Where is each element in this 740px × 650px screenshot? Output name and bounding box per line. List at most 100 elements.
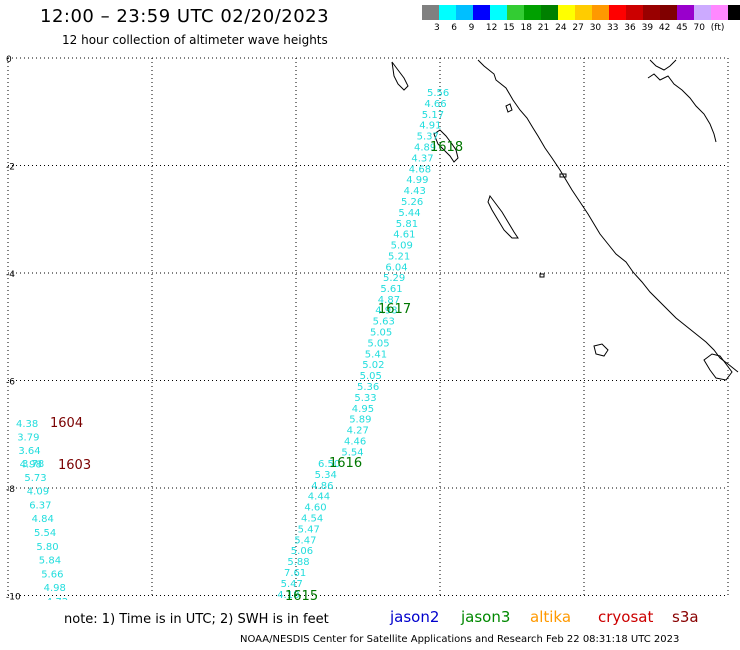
lat-tick-label: -6 bbox=[6, 378, 15, 388]
satellite-name: altika bbox=[530, 608, 572, 626]
swh-value: 5.81 bbox=[396, 219, 418, 230]
swh-value: 4.37 bbox=[411, 153, 433, 164]
legend-swatch bbox=[490, 5, 507, 20]
swh-value: 4.99 bbox=[406, 175, 428, 186]
swh-value: 5.73 bbox=[24, 473, 46, 484]
grid-lines bbox=[7, 57, 729, 596]
satellite-name: s3a bbox=[672, 608, 699, 626]
legend-swatch bbox=[694, 5, 711, 20]
legend-swatch bbox=[507, 5, 524, 20]
swh-value: 4.86 bbox=[311, 481, 333, 492]
swh-value: 4.09 bbox=[27, 487, 49, 498]
swh-value: 4.18 bbox=[277, 590, 299, 600]
swh-value: 5.89 bbox=[349, 415, 371, 426]
legend-swatch bbox=[728, 5, 740, 20]
swh-value: 5.34 bbox=[315, 470, 337, 481]
swh-value: 5.06 bbox=[291, 546, 313, 557]
page-subtitle: 12 hour collection of altimeter wave hei… bbox=[62, 33, 328, 47]
pass-id-label: 1604 bbox=[50, 416, 83, 431]
legend-swatch bbox=[677, 5, 694, 20]
swh-value: 4.60 bbox=[304, 503, 326, 514]
swh-value: 4.84 bbox=[32, 514, 54, 525]
legend-label: 6 bbox=[451, 23, 458, 33]
swh-value: 4.89 bbox=[414, 143, 436, 154]
enggano-island bbox=[593, 343, 609, 357]
satellite-name: jason2 bbox=[390, 608, 440, 626]
swh-value: 6.50 bbox=[318, 459, 340, 470]
swh-value: 4.46 bbox=[344, 437, 366, 448]
swh-value: 5.88 bbox=[287, 557, 309, 568]
swh-value: 4.61 bbox=[393, 230, 415, 241]
swh-value: 5.66 bbox=[41, 569, 63, 580]
siberut-island bbox=[433, 129, 459, 163]
legend-label: 24 bbox=[555, 23, 567, 33]
swh-value: 5.61 bbox=[380, 284, 402, 295]
lat-tick-label: -2 bbox=[6, 163, 15, 173]
swh-value: 5.02 bbox=[362, 360, 384, 371]
swh-value: 4.68 bbox=[409, 164, 431, 175]
swh-value: 4.27 bbox=[347, 426, 369, 437]
pass-id-label: 1618 bbox=[430, 140, 463, 155]
malaysia-coast bbox=[647, 73, 717, 143]
swh-value: 5.47 bbox=[294, 535, 316, 546]
swh-value: 5.21 bbox=[388, 252, 410, 263]
swh-value: 4.98 bbox=[375, 306, 397, 317]
islet-2 bbox=[539, 273, 545, 278]
legend-swatch bbox=[592, 5, 609, 20]
swh-value: 5.17 bbox=[422, 110, 444, 121]
legend-swatch bbox=[575, 5, 592, 20]
swh-value: 4.66 bbox=[424, 99, 446, 110]
swh-value: 5.36 bbox=[357, 382, 379, 393]
swh-value: 3.79 bbox=[17, 433, 39, 444]
lat-tick-label: 0 bbox=[6, 55, 12, 65]
legend-swatch bbox=[439, 5, 456, 20]
legend-swatch bbox=[524, 5, 541, 20]
swh-value: 6.37 bbox=[29, 500, 51, 511]
java-west-coast bbox=[703, 353, 733, 381]
legend-label: 18 bbox=[520, 23, 532, 33]
swh-value: 6.04 bbox=[385, 262, 407, 273]
swh-value: 5.05 bbox=[360, 371, 382, 382]
wave-height-map: 0-2-4-6-8-1090939699102105 5.564.665.174… bbox=[6, 55, 739, 600]
swh-value: 4.95 bbox=[352, 404, 374, 415]
legend-label: 39 bbox=[641, 23, 654, 33]
peninsula-tip bbox=[649, 59, 677, 71]
swh-value: 4.44 bbox=[308, 492, 330, 503]
legend-labels: 3 6 9 12 15 18 21 24 27 30 33 36 39 42 45 70 (ft) bbox=[422, 23, 732, 37]
satellite-tracks: 5.564.665.174.915.374.894.374.684.994.43… bbox=[16, 88, 463, 600]
legend-label: 70 bbox=[693, 23, 705, 33]
swh-value: 5.54 bbox=[341, 447, 363, 458]
swh-value: 5.41 bbox=[365, 349, 387, 360]
legend-swatch bbox=[541, 5, 558, 20]
lat-tick-label: -4 bbox=[6, 270, 15, 280]
swh-value: 4.98 bbox=[44, 583, 66, 594]
legend-label: 21 bbox=[537, 23, 550, 33]
islet-3 bbox=[505, 103, 513, 113]
pass-id-label: 1615 bbox=[285, 589, 318, 600]
legend-swatch bbox=[711, 5, 728, 20]
legend-swatch bbox=[473, 5, 490, 20]
legend-swatch bbox=[456, 5, 473, 20]
swh-value: 5.09 bbox=[391, 241, 413, 252]
legend-swatches bbox=[422, 5, 740, 20]
legend-swatch bbox=[660, 5, 677, 20]
legend-swatch bbox=[643, 5, 660, 20]
legend-label: 42 bbox=[658, 23, 671, 33]
swh-value: 4.98 bbox=[20, 460, 42, 471]
swh-value: 5.37 bbox=[417, 132, 439, 143]
legend-label: (ft) bbox=[710, 23, 725, 33]
mentawai-island bbox=[487, 194, 519, 239]
swh-value: 5.05 bbox=[370, 328, 392, 339]
satellite-name: jason3 bbox=[461, 608, 511, 626]
swh-value: 3.78 bbox=[22, 459, 44, 470]
page-title: 12:00 – 23:59 UTC 02/20/2023 bbox=[40, 6, 330, 27]
legend-label: 45 bbox=[676, 23, 688, 33]
sumatra-coastline bbox=[477, 59, 739, 373]
lat-tick-label: -8 bbox=[6, 485, 15, 495]
swh-value: 5.63 bbox=[373, 317, 395, 328]
color-legend: 3 6 9 12 15 18 21 24 27 30 33 36 39 42 45 70 (ft) bbox=[422, 5, 740, 33]
swh-value: 5.47 bbox=[281, 579, 303, 590]
swh-value: 5.05 bbox=[367, 338, 389, 349]
satellite-name: cryosat bbox=[598, 608, 654, 626]
swh-value: 5.29 bbox=[383, 273, 405, 284]
